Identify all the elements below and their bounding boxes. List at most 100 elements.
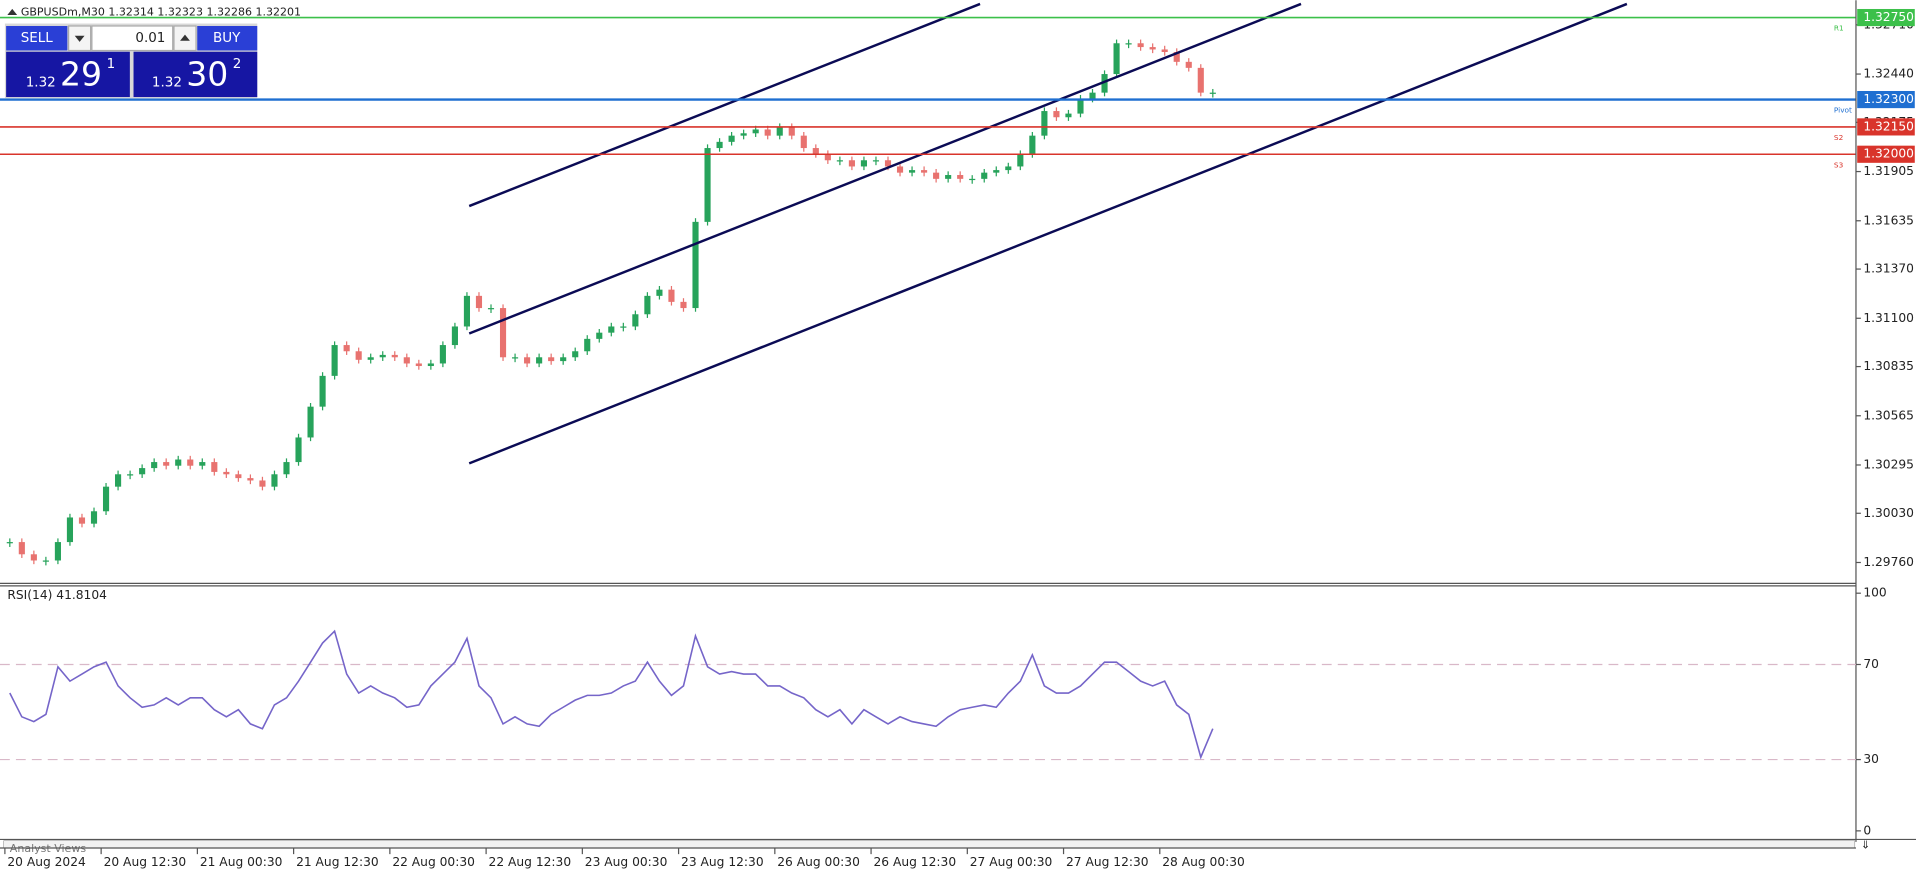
candle xyxy=(584,338,591,352)
buy-label[interactable]: BUY xyxy=(213,30,241,46)
candle xyxy=(969,178,976,181)
candle xyxy=(163,462,170,466)
x-tick-label: 28 Aug 00:30 xyxy=(1162,855,1245,869)
time-axis: 20 Aug 2024 20 Aug 12:30 21 Aug 00:30 21 Au… xyxy=(4,848,1245,869)
x-tick-label: 20 Aug 12:30 xyxy=(104,855,187,869)
volume-value[interactable]: 0.01 xyxy=(135,30,165,46)
candle xyxy=(199,462,206,466)
candle xyxy=(379,354,386,358)
level-label: 1.32750 xyxy=(1863,10,1914,24)
candle xyxy=(187,459,194,466)
candle xyxy=(800,135,807,149)
trend-line xyxy=(468,2,981,208)
candle xyxy=(596,332,603,339)
level-box xyxy=(1857,8,1915,27)
candle xyxy=(704,148,711,222)
candle xyxy=(499,308,507,358)
symbol-info: GBPUSDm,M30 1.32314 1.32323 1.32286 1.32… xyxy=(21,6,301,19)
candle xyxy=(692,221,699,309)
candle xyxy=(1005,166,1012,171)
candle xyxy=(78,517,86,524)
candle xyxy=(235,474,242,479)
level-label: 1.32000 xyxy=(1863,147,1914,161)
bid-pips[interactable]: 29 xyxy=(60,55,102,94)
candle xyxy=(271,474,278,487)
candle xyxy=(6,542,13,544)
y-tick-label: 1.30835 xyxy=(1863,359,1914,373)
candle xyxy=(427,363,434,367)
ask-box[interactable] xyxy=(133,51,258,98)
candle xyxy=(90,511,98,524)
candle xyxy=(463,295,471,327)
candle xyxy=(872,160,880,162)
candle xyxy=(1017,154,1024,167)
x-tick-label: 22 Aug 00:30 xyxy=(392,855,475,869)
bid-box[interactable] xyxy=(6,51,130,98)
y-tick-label: 1.31370 xyxy=(1863,262,1914,276)
candle xyxy=(1209,92,1216,94)
candle xyxy=(836,160,843,162)
level-box xyxy=(1857,118,1915,136)
candle xyxy=(403,357,410,364)
x-tick-label: 26 Aug 00:30 xyxy=(777,855,860,869)
candle xyxy=(716,141,723,149)
x-tick-label: 27 Aug 00:30 xyxy=(970,855,1053,869)
level-tag: S3 xyxy=(1834,160,1844,169)
arrow-down xyxy=(74,35,85,42)
tab-label[interactable]: Analyst Views xyxy=(10,842,87,855)
level-label: 1.32300 xyxy=(1863,92,1914,106)
candle xyxy=(319,375,326,407)
scroll-arrow[interactable]: ⇓ xyxy=(1861,839,1870,852)
rsi-chart: 0 30 70 100 xyxy=(0,586,1887,837)
candle xyxy=(933,172,940,179)
candle xyxy=(824,154,831,161)
bid-point[interactable]: 1 xyxy=(107,56,116,72)
candle xyxy=(632,314,639,327)
toolbox-tab[interactable] xyxy=(3,840,1856,849)
candle xyxy=(548,357,555,362)
candle xyxy=(259,480,266,487)
candle xyxy=(860,160,868,167)
candle xyxy=(175,459,182,466)
y-tick-label: 1.32440 xyxy=(1863,67,1914,81)
trend-line xyxy=(468,2,1302,335)
sell-label[interactable]: SELL xyxy=(21,30,54,46)
candle xyxy=(764,129,771,136)
collapse-icon[interactable] xyxy=(7,8,18,15)
candle xyxy=(620,326,627,328)
candle xyxy=(1149,47,1156,50)
candle xyxy=(752,129,759,134)
sell-button[interactable] xyxy=(6,25,68,51)
candle xyxy=(921,170,928,173)
candle xyxy=(115,474,122,487)
candle xyxy=(283,462,290,475)
candle xyxy=(151,462,158,469)
candle xyxy=(211,462,218,472)
bid-big[interactable]: 1.32 xyxy=(26,74,56,90)
candle xyxy=(512,357,519,359)
candle xyxy=(560,357,567,362)
candle xyxy=(1113,43,1120,75)
candle xyxy=(247,478,254,481)
candle xyxy=(608,326,615,333)
level-label: 1.32150 xyxy=(1863,119,1914,133)
ask-big[interactable]: 1.32 xyxy=(152,74,182,90)
candle xyxy=(957,175,964,179)
candle xyxy=(139,468,146,475)
y-tick-label: 1.29760 xyxy=(1863,555,1914,569)
buy-button[interactable] xyxy=(197,25,258,51)
trend-line xyxy=(468,2,1628,465)
volume-input[interactable] xyxy=(91,25,174,52)
ask-pips[interactable]: 30 xyxy=(186,55,228,94)
candle xyxy=(343,345,350,352)
candle xyxy=(1029,135,1036,155)
ask-point[interactable]: 2 xyxy=(233,56,242,72)
candle xyxy=(18,542,25,555)
price-chart: 1.327101.324401.321751.319051.316351.313… xyxy=(6,17,1914,569)
y-tick-label: 1.31100 xyxy=(1863,311,1914,325)
candle xyxy=(30,554,37,561)
candle xyxy=(572,351,579,358)
candle xyxy=(788,127,795,136)
candle xyxy=(945,175,952,179)
